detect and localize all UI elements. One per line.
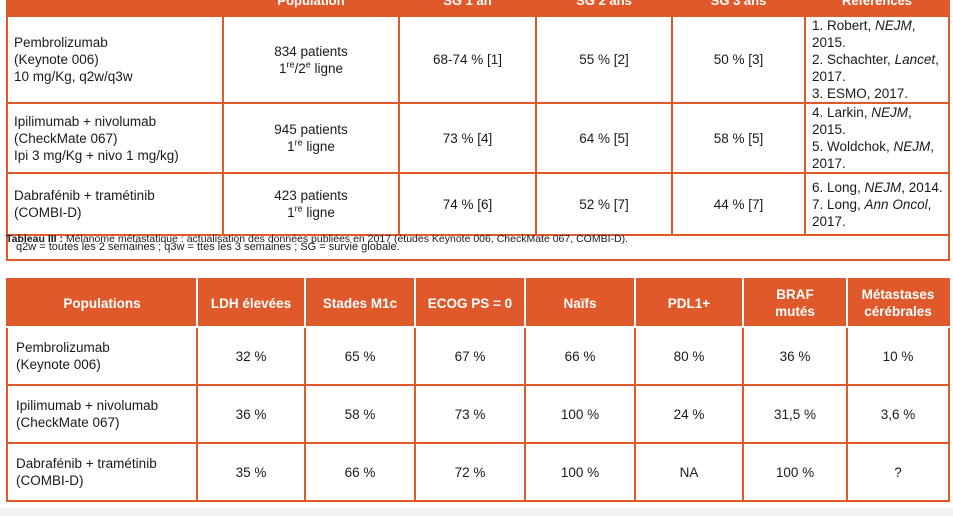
header-references: Références — [804, 0, 950, 17]
value-cell: 36 % — [196, 384, 306, 444]
population-line: 1re ligne — [287, 203, 335, 220]
table-footnote: q2w = toutes les 2 semaines ; q3w = ttes… — [6, 234, 950, 261]
value-cell: 67 % — [414, 326, 526, 386]
reference-item: 1. Robert, NEJM, 2015. — [812, 18, 916, 50]
footnote-row: q2w = toutes les 2 semaines ; q3w = ttes… — [6, 234, 950, 261]
reference-item: 5. Woldchok, NEJM, 2017. — [812, 139, 935, 171]
value-cell: 66 % — [524, 326, 636, 386]
treatment-study: (COMBI-D) — [14, 205, 82, 220]
value-cell: 73 % — [414, 384, 526, 444]
reference-item: 7. Long, Ann Oncol, 2017. — [812, 196, 932, 229]
characteristics-table-header: Populations LDH élevées Stades M1c ECOG … — [6, 278, 950, 328]
population-line: 1re/2e ligne — [278, 59, 344, 76]
header-m1c: Stades M1c — [304, 278, 416, 328]
value-cell: 35 % — [196, 442, 306, 502]
header-ldh: LDH élevées — [196, 278, 306, 328]
population-count: 423 patients — [274, 188, 348, 203]
value-cell: 66 % — [304, 442, 416, 502]
sg3-cell: 58 % [5] — [671, 102, 806, 174]
header-braf: BRAF mutés — [742, 278, 848, 328]
table-row: Pembrolizumab (Keynote 006) 32 % 65 % 67 … — [6, 326, 950, 386]
reference-item: 2. Schachter, Lancet, 2017. — [812, 52, 939, 84]
references-cell: 4. Larkin, NEJM, 2015. 5. Woldchok, NEJM… — [804, 102, 950, 174]
sg2-cell: 55 % [2] — [535, 15, 673, 104]
sg2-cell: 52 % [7] — [535, 172, 673, 236]
header-sg3: SG 3 ans — [671, 0, 806, 17]
table-caption: Tableau III : Mélanome métastatique : ac… — [6, 233, 628, 245]
reference-item: 3. ESMO, 2017. — [812, 86, 909, 101]
survival-table-header: Population SG 1 an SG 2 ans SG 3 ans Réf… — [6, 0, 950, 17]
survival-table: Population SG 1 an SG 2 ans SG 3 ans Réf… — [6, 0, 950, 261]
population-name-cell: Pembrolizumab (Keynote 006) — [6, 326, 198, 386]
header-pdl1: PDL1+ — [634, 278, 744, 328]
population-count: 834 patients — [274, 43, 348, 59]
treatment-name: Pembrolizumab — [14, 35, 108, 50]
table-row: Dabrafénib + tramétinib (COMBI-D) 35 % 66… — [6, 442, 950, 502]
table-row: Pembrolizumab (Keynote 006) 10 mg/Kg, q2… — [6, 15, 950, 104]
treatment-name: Dabrafénib + tramétinib — [14, 188, 155, 203]
caption-text: Mélanome métastatique : actualisation de… — [62, 233, 628, 245]
population-name-cell: Dabrafénib + tramétinib (COMBI-D) — [6, 442, 198, 502]
value-cell: 36 % — [742, 326, 848, 386]
value-cell: 32 % — [196, 326, 306, 386]
treatment-study: (Keynote 006) — [14, 52, 99, 67]
population-line: 1re ligne — [287, 137, 335, 154]
page-bottom-strip — [0, 508, 953, 516]
header-naifs: Naïfs — [524, 278, 636, 328]
sg1-cell: 73 % [4] — [398, 102, 537, 174]
sg3-cell: 50 % [3] — [671, 15, 806, 104]
header-treatment — [6, 0, 224, 17]
population-cell: 945 patients 1re ligne — [222, 102, 400, 174]
header-ecog: ECOG PS = 0 — [414, 278, 526, 328]
header-sg2: SG 2 ans — [535, 0, 673, 17]
treatment-cell: Dabrafénib + tramétinib (COMBI-D) — [6, 172, 224, 236]
value-cell: 3,6 % — [846, 384, 950, 444]
references-cell: 1. Robert, NEJM, 2015. 2. Schachter, Lan… — [804, 15, 950, 104]
value-cell: ? — [846, 442, 950, 502]
reference-item: 6. Long, NEJM, 2014. — [812, 179, 943, 195]
value-cell: 100 % — [524, 384, 636, 444]
table-row: Dabrafénib + tramétinib (COMBI-D) 423 pa… — [6, 172, 950, 236]
sg2-cell: 64 % [5] — [535, 102, 673, 174]
header-sg1: SG 1 an — [398, 0, 537, 17]
treatment-study: (CheckMate 067) — [14, 130, 118, 146]
sg1-cell: 68-74 % [1] — [398, 15, 537, 104]
value-cell: 24 % — [634, 384, 744, 444]
treatment-name: Ipilimumab + nivolumab — [14, 113, 157, 129]
treatment-cell: Pembrolizumab (Keynote 006) 10 mg/Kg, q2… — [6, 15, 224, 104]
population-characteristics-table: Populations LDH élevées Stades M1c ECOG … — [6, 278, 950, 502]
value-cell: 80 % — [634, 326, 744, 386]
sg1-cell: 74 % [6] — [398, 172, 537, 236]
sg3-cell: 44 % [7] — [671, 172, 806, 236]
treatment-cell: Ipilimumab + nivolumab (CheckMate 067) I… — [6, 102, 224, 174]
population-name-cell: Ipilimumab + nivolumab (CheckMate 067) — [6, 384, 198, 444]
value-cell: 31,5 % — [742, 384, 848, 444]
header-metastases: Métastases cérébrales — [846, 278, 950, 328]
population-cell: 423 patients 1re ligne — [222, 172, 400, 236]
population-cell: 834 patients 1re/2e ligne — [222, 15, 400, 104]
value-cell: 65 % — [304, 326, 416, 386]
table-row: Ipilimumab + nivolumab (CheckMate 067) 36… — [6, 384, 950, 444]
value-cell: 58 % — [304, 384, 416, 444]
treatment-dose: 10 mg/Kg, q2w/q3w — [14, 69, 133, 84]
value-cell: 100 % — [742, 442, 848, 502]
header-populations: Populations — [6, 278, 198, 328]
value-cell: NA — [634, 442, 744, 502]
references-cell: 6. Long, NEJM, 2014. 7. Long, Ann Oncol,… — [804, 172, 950, 236]
caption-label: Tableau III : — [6, 233, 63, 245]
value-cell: 10 % — [846, 326, 950, 386]
reference-item: 4. Larkin, NEJM, 2015. — [812, 105, 912, 137]
population-count: 945 patients — [274, 122, 348, 137]
header-population: Population — [222, 0, 400, 17]
table-row: Ipilimumab + nivolumab (CheckMate 067) I… — [6, 102, 950, 174]
value-cell: 72 % — [414, 442, 526, 502]
value-cell: 100 % — [524, 442, 636, 502]
treatment-dose: Ipi 3 mg/Kg + nivo 1 mg/kg) — [14, 147, 179, 163]
